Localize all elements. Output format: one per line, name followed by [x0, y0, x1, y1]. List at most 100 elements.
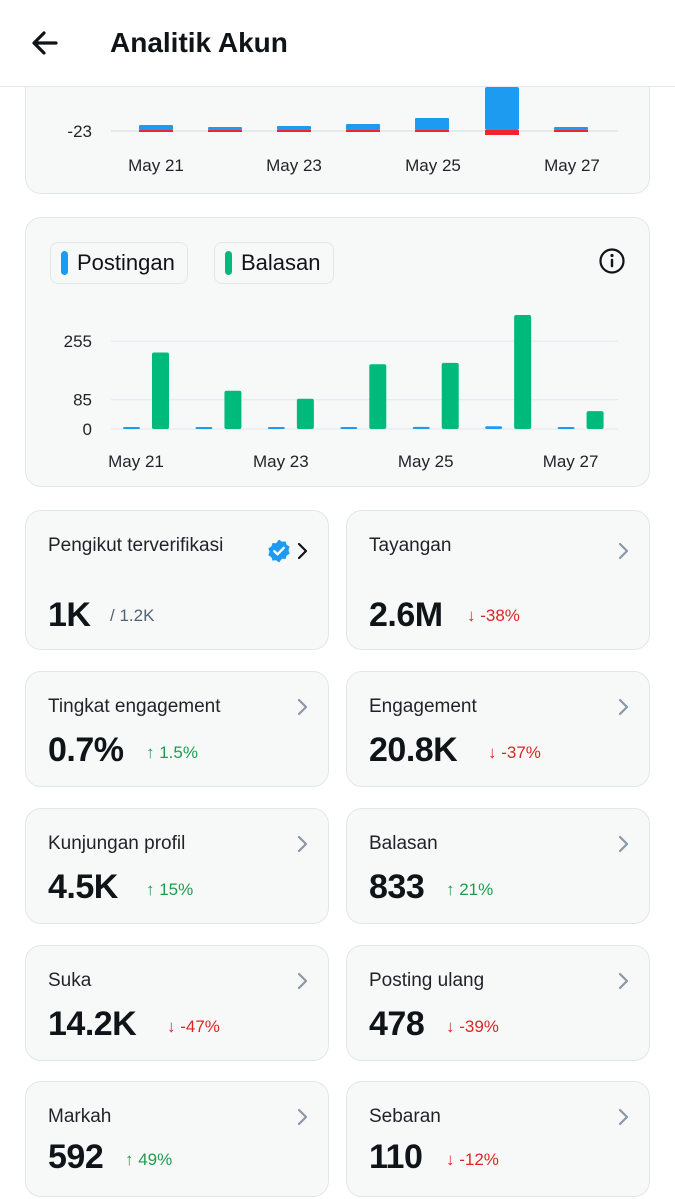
- top-bar-blue: [277, 126, 311, 130]
- back-arrow-icon[interactable]: [28, 26, 62, 60]
- metric-label: Engagement: [369, 696, 477, 717]
- top-bar-blue: [554, 127, 588, 130]
- metric-label: Suka: [48, 970, 92, 991]
- metric-card[interactable]: Sebaran 110 ↓ -12%: [346, 1081, 650, 1197]
- metric-card[interactable]: Markah 592 ↑ 49%: [25, 1081, 329, 1197]
- top-x-label: May 27: [544, 156, 600, 175]
- metric-value: 4.5K: [48, 868, 118, 906]
- chevron-right-icon: [618, 835, 629, 853]
- top-bar-red: [277, 130, 311, 132]
- top-bar-red: [415, 130, 449, 132]
- page-title: Analitik Akun: [110, 27, 288, 58]
- metric-card[interactable]: Engagement 20.8K ↓ -37%: [346, 671, 650, 787]
- verified-badge-icon: [268, 539, 290, 563]
- app-header: Analitik Akun: [0, 0, 675, 87]
- metric-card[interactable]: Balasan 833 ↑ 21%: [346, 808, 650, 924]
- chevron-right-icon: [297, 1108, 308, 1126]
- bar-postingan: [267, 427, 285, 429]
- bar-postingan: [123, 427, 140, 429]
- metric-change: ↑ 15%: [146, 880, 194, 899]
- metric-change: ↑ 21%: [446, 880, 494, 899]
- bar-postingan: [195, 427, 213, 429]
- bar-balasan: [369, 364, 387, 429]
- top-bar-red: [208, 130, 242, 132]
- y-tick-label: 255: [64, 332, 92, 351]
- top-bar-blue: [415, 118, 449, 130]
- metric-value: 592: [48, 1138, 104, 1176]
- legend-balasan[interactable]: Balasan: [214, 242, 334, 284]
- bar-postingan: [557, 427, 575, 429]
- chevron-right-icon: [618, 698, 629, 716]
- top-x-label: May 23: [266, 156, 322, 175]
- top-x-label: May 21: [128, 156, 184, 175]
- metric-value: 1K: [48, 596, 91, 634]
- chevron-right-icon: [297, 698, 308, 716]
- metric-value: 20.8K: [369, 731, 458, 769]
- top-x-label: May 25: [405, 156, 461, 175]
- x-tick-label: May 21: [108, 452, 164, 471]
- chevron-right-icon: [618, 542, 629, 560]
- metric-value: 0.7%: [48, 731, 124, 769]
- top-bar-red: [485, 130, 519, 135]
- bar-balasan: [296, 398, 314, 429]
- metric-card[interactable]: Tingkat engagement 0.7% ↑ 1.5%: [25, 671, 329, 787]
- legend-swatch-green: [225, 251, 232, 275]
- metric-card[interactable]: Kunjungan profil 4.5K ↑ 15%: [25, 808, 329, 924]
- chevron-right-icon: [297, 835, 308, 853]
- metric-card[interactable]: Suka 14.2K ↓ -47%: [25, 945, 329, 1061]
- metric-card[interactable]: Posting ulang 478 ↓ -39%: [346, 945, 650, 1061]
- metric-value: 14.2K: [48, 1005, 137, 1043]
- metric-change: ↑ 1.5%: [146, 743, 198, 762]
- activity-bar-chart: 0 85 255 May 21 May 23 May 25 May 27: [64, 315, 618, 471]
- top-chart-y-tick: -23: [67, 122, 92, 141]
- x-tick-label: May 23: [253, 452, 309, 471]
- info-icon[interactable]: [597, 246, 627, 276]
- metric-card[interactable]: Tayangan 2.6M ↓ -38%: [346, 510, 650, 650]
- x-tick-label: May 27: [543, 452, 599, 471]
- legend-label: Postingan: [77, 250, 175, 275]
- top-bar-blue: [208, 127, 242, 130]
- legend-label: Balasan: [241, 250, 321, 275]
- metric-change: ↓ -39%: [446, 1017, 499, 1036]
- bar-balasan: [224, 390, 242, 429]
- metric-value: 833: [369, 868, 425, 906]
- bar-postingan: [340, 427, 358, 429]
- bar-balasan: [586, 411, 604, 429]
- bar-postingan: [485, 426, 503, 429]
- chevron-right-icon: [297, 972, 308, 990]
- x-tick-label: May 25: [398, 452, 454, 471]
- metric-value: 110: [369, 1138, 423, 1176]
- metric-label: Balasan: [369, 833, 438, 854]
- top-bar-blue: [485, 87, 519, 130]
- top-bar-blue: [139, 125, 173, 130]
- metric-label: Tayangan: [369, 535, 452, 556]
- metric-change: ↓ -38%: [467, 606, 520, 625]
- legend-swatch-blue: [61, 251, 68, 275]
- activity-chart-card: Postingan Balasan 0 85 255 May 21 May 23 May …: [25, 217, 650, 487]
- metric-change: ↓ -37%: [488, 743, 541, 762]
- chevron-right-icon: [297, 542, 308, 560]
- bar-balasan: [152, 352, 169, 429]
- legend-postingan[interactable]: Postingan: [50, 242, 188, 284]
- metric-label: Tingkat engagement: [48, 696, 221, 717]
- bar-balasan: [514, 315, 532, 429]
- metric-label: Markah: [48, 1106, 112, 1127]
- metric-label: Pengikut terverifikasi: [48, 535, 224, 556]
- top-bar-blue: [346, 124, 380, 130]
- metric-label: Posting ulang: [369, 970, 485, 991]
- top-bar-red: [139, 130, 173, 132]
- metric-change: ↓ -47%: [167, 1017, 220, 1036]
- metric-total: / 1.2K: [110, 606, 155, 625]
- top-bar-red: [554, 130, 588, 132]
- top-chart-bars: [139, 87, 588, 135]
- chevron-right-icon: [618, 1108, 629, 1126]
- top-chart: -23 May 21 May 23 May 25 May 27: [67, 87, 618, 175]
- metric-label: Kunjungan profil: [48, 833, 186, 854]
- metric-label: Sebaran: [369, 1106, 441, 1127]
- chevron-right-icon: [618, 972, 629, 990]
- bar-balasan: [441, 362, 459, 429]
- metric-card[interactable]: Pengikut terverifikasi 1K / 1.2K: [25, 510, 329, 650]
- y-tick-label: 85: [73, 391, 92, 410]
- bar-postingan: [412, 426, 430, 429]
- metric-change: ↓ -12%: [446, 1150, 499, 1169]
